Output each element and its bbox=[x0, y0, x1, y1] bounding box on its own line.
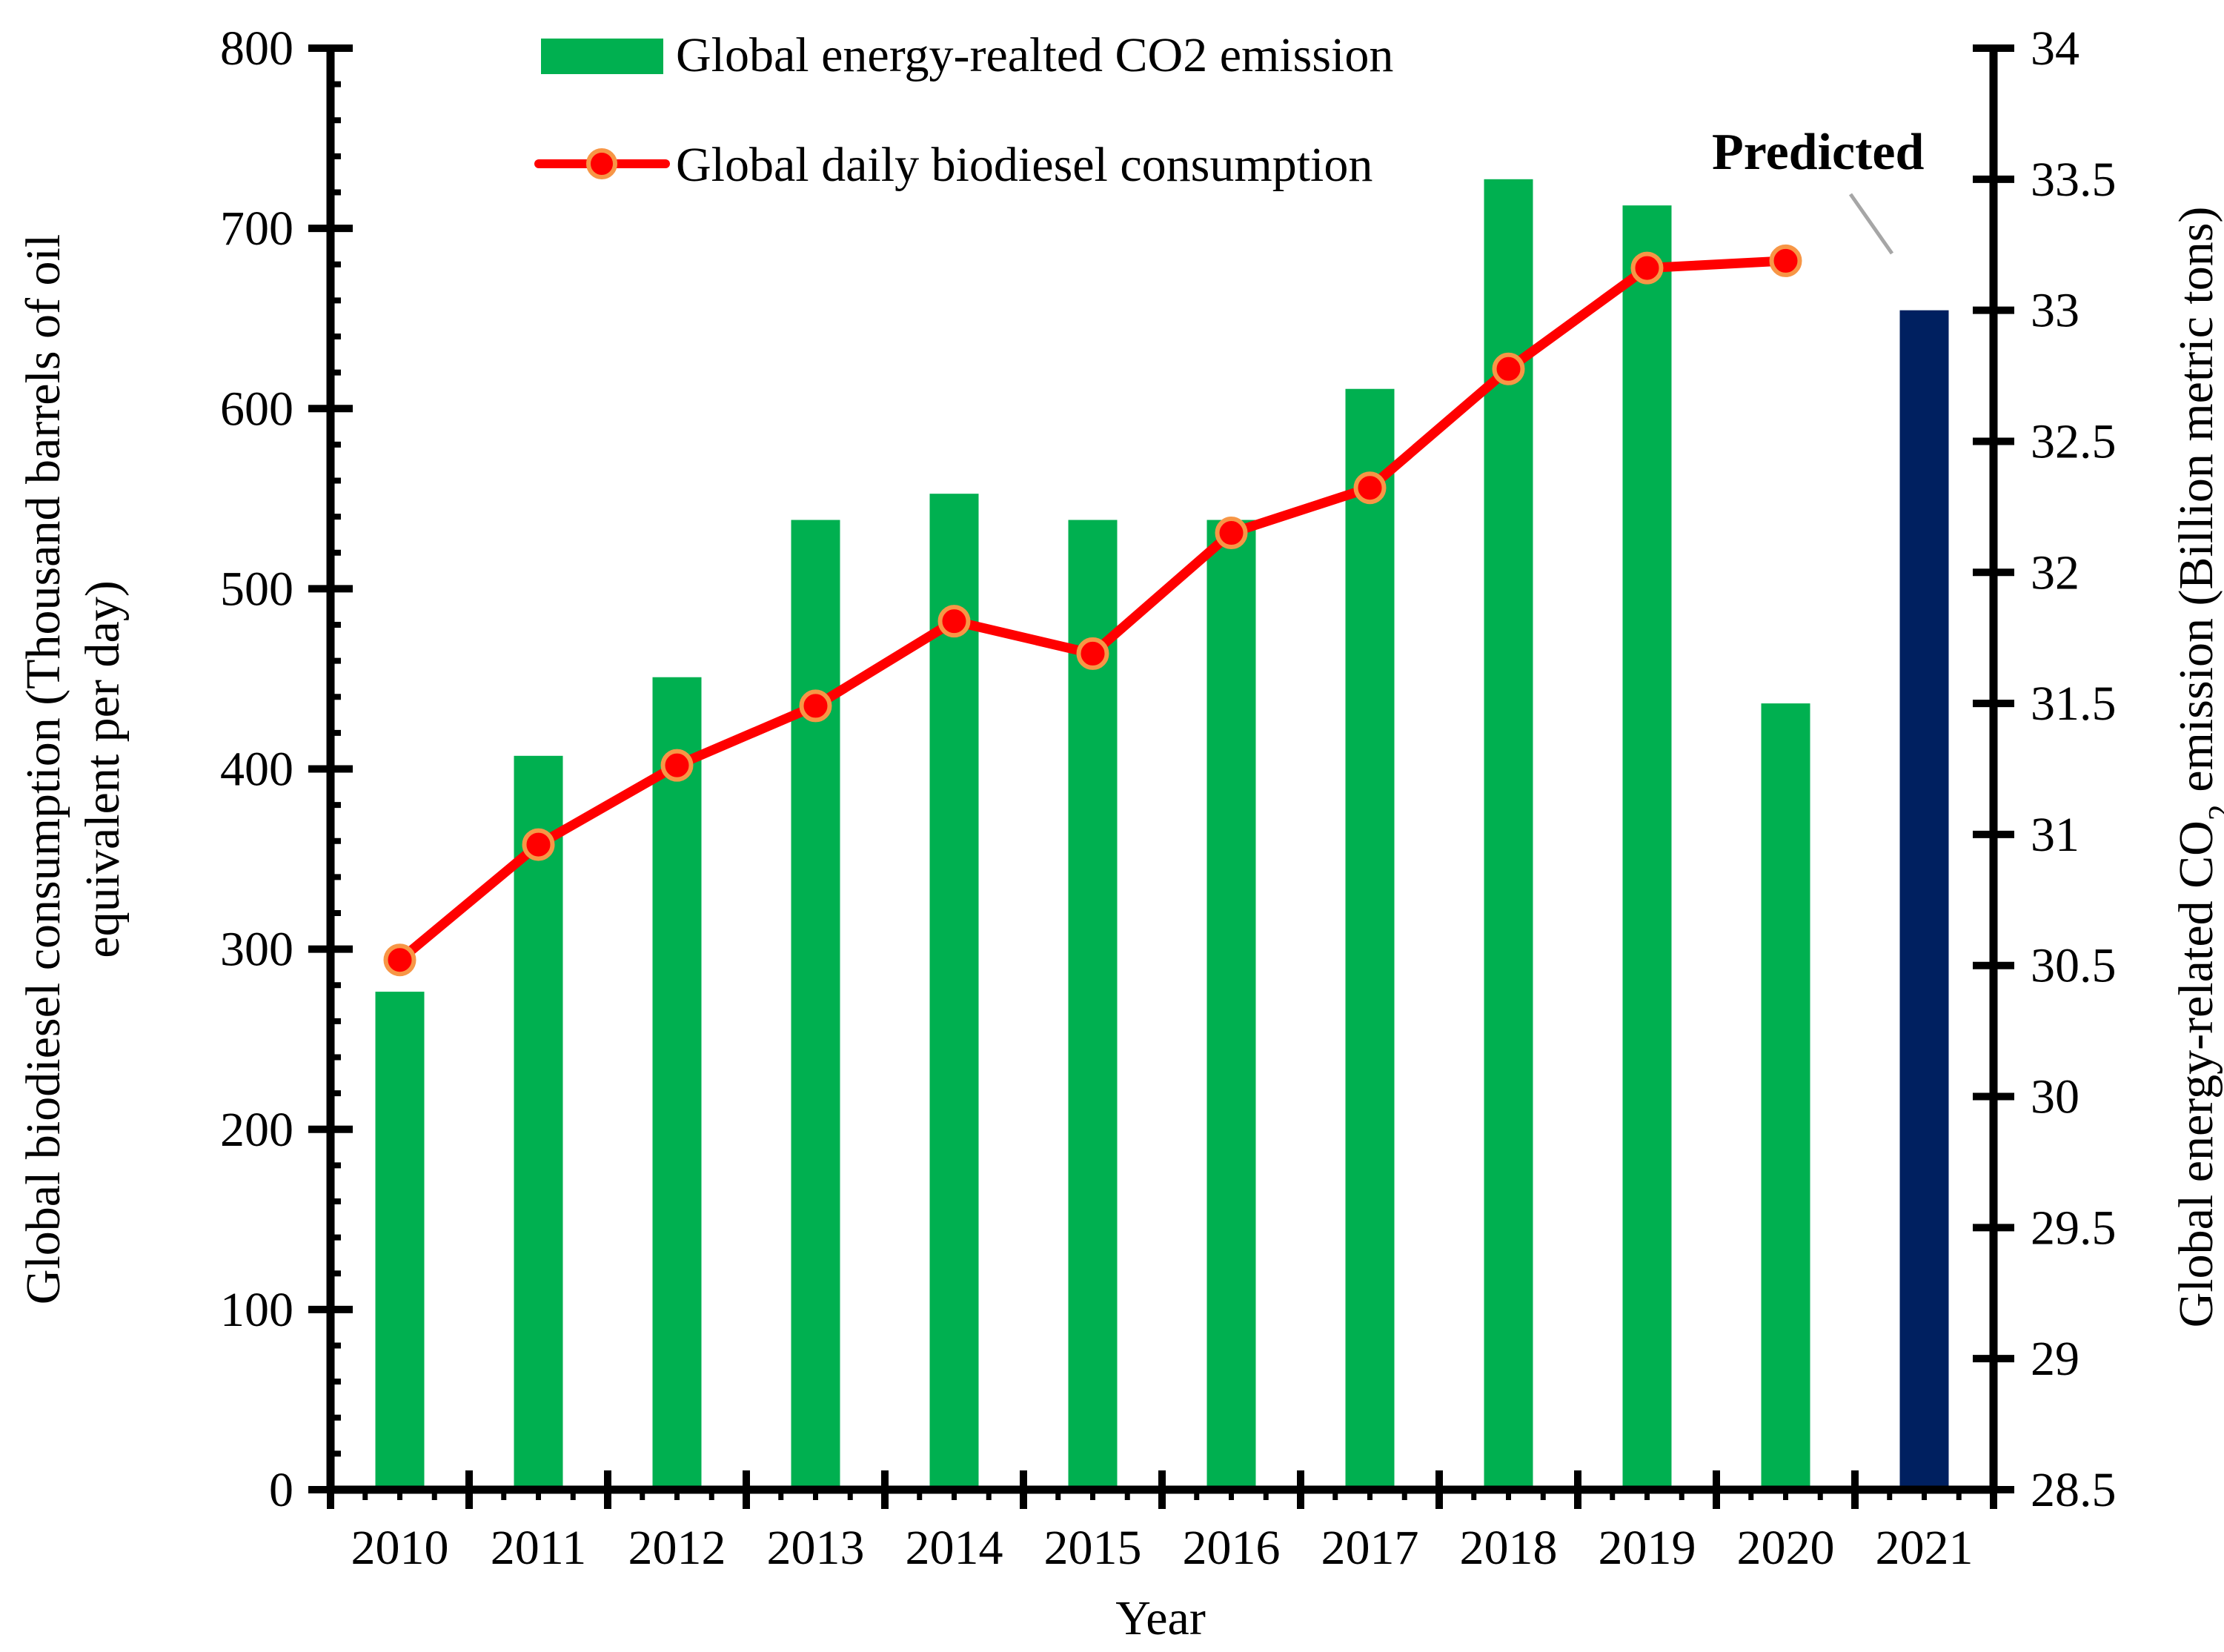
bar-2010 bbox=[375, 992, 425, 1490]
x-tick-label-2018: 2018 bbox=[1460, 1521, 1558, 1575]
right-tick-label: 34 bbox=[2031, 21, 2079, 76]
biodiesel-point-2017 bbox=[1353, 471, 1387, 505]
bar-2017 bbox=[1345, 388, 1395, 1490]
x-tick-label-2015: 2015 bbox=[1044, 1521, 1142, 1575]
bar-2019 bbox=[1622, 205, 1672, 1490]
x-tick-label-2012: 2012 bbox=[628, 1521, 726, 1575]
left-axis-title-line1: Global biodiesel consumption (Thousand b… bbox=[16, 234, 70, 1304]
x-axis-title: Year bbox=[1115, 1591, 1206, 1645]
right-tick-label: 29.5 bbox=[2031, 1201, 2117, 1255]
x-tick-label-2017: 2017 bbox=[1321, 1521, 1419, 1575]
legend: Global energy-realted CO2 emission Globa… bbox=[534, 28, 1393, 192]
left-tick-label: 700 bbox=[220, 202, 293, 256]
labels-group: 0 100 200 300 400 500 600 700 800 28.5 29 29.5 30 30.… bbox=[220, 21, 2117, 1575]
right-tick-label: 29 bbox=[2031, 1332, 2079, 1386]
left-tick-label: 0 bbox=[269, 1463, 293, 1517]
right-tick-label: 30 bbox=[2031, 1070, 2079, 1124]
left-tick-label: 100 bbox=[220, 1283, 293, 1337]
right-tick-label: 31 bbox=[2031, 808, 2079, 862]
bar-2021 bbox=[1899, 310, 1949, 1490]
biodiesel-point-2012 bbox=[660, 749, 694, 782]
right-tick-label: 31.5 bbox=[2031, 677, 2117, 731]
right-axis-title-rest: emission (Billion metric tons) bbox=[2169, 207, 2223, 805]
bar-2013 bbox=[791, 520, 840, 1490]
biodiesel-point-2014 bbox=[937, 605, 971, 638]
line-series-group bbox=[383, 244, 1802, 977]
bar-2020 bbox=[1761, 703, 1810, 1490]
left-tick-label: 800 bbox=[220, 21, 293, 76]
bar-2018 bbox=[1484, 179, 1533, 1490]
bar-2012 bbox=[652, 677, 702, 1490]
x-tick-label-2019: 2019 bbox=[1599, 1521, 1696, 1575]
left-tick-label: 300 bbox=[220, 923, 293, 977]
right-tick-label: 28.5 bbox=[2031, 1463, 2117, 1517]
right-axis-title-main: Global energy-related CO bbox=[2169, 820, 2223, 1327]
predicted-label: Predicted bbox=[1712, 124, 1924, 181]
x-tick-label-2016: 2016 bbox=[1183, 1521, 1281, 1575]
left-tick-label: 500 bbox=[220, 562, 293, 616]
x-tick-label-2014: 2014 bbox=[906, 1521, 1003, 1575]
legend-bar-label: Global energy-realted CO2 emission bbox=[676, 28, 1393, 82]
predicted-annotation: Predicted bbox=[1712, 124, 1924, 255]
right-tick-label: 33 bbox=[2031, 284, 2079, 338]
bar-2015 bbox=[1068, 520, 1118, 1490]
bar-2016 bbox=[1206, 520, 1256, 1490]
right-axis-title-subscript: 2 bbox=[2202, 804, 2224, 820]
bar-2011 bbox=[514, 755, 563, 1490]
right-tick-label: 32 bbox=[2031, 545, 2079, 600]
x-tick-label-2013: 2013 bbox=[767, 1521, 865, 1575]
right-tick-label: 32.5 bbox=[2031, 414, 2117, 468]
bar-2014 bbox=[929, 494, 979, 1490]
biodiesel-point-2011 bbox=[522, 828, 555, 861]
left-tick-label: 200 bbox=[220, 1103, 293, 1157]
biodiesel-point-2013 bbox=[799, 689, 832, 723]
x-tick-label-2020: 2020 bbox=[1737, 1521, 1835, 1575]
left-tick-label: 600 bbox=[220, 382, 293, 436]
left-tick-label: 400 bbox=[220, 743, 293, 797]
biodiesel-point-2020 bbox=[1769, 244, 1802, 277]
x-tick-label-2011: 2011 bbox=[491, 1521, 587, 1575]
biodiesel-point-2018 bbox=[1492, 352, 1525, 385]
predicted-leader-line bbox=[1848, 193, 1894, 255]
right-axis-title: Global energy-related CO2 emission (Bill… bbox=[2169, 207, 2224, 1328]
right-tick-label: 33.5 bbox=[2031, 153, 2117, 207]
x-tick-label-2010: 2010 bbox=[351, 1521, 449, 1575]
left-axis-title: Global biodiesel consumption (Thousand b… bbox=[16, 234, 70, 1304]
axes-group bbox=[308, 44, 2014, 1509]
bars-group bbox=[375, 179, 1949, 1490]
biodiesel-point-2019 bbox=[1630, 251, 1664, 285]
legend-bar-swatch bbox=[541, 39, 663, 74]
legend-line-marker bbox=[586, 148, 617, 179]
right-tick-label: 30.5 bbox=[2031, 939, 2117, 993]
x-tick-label-2021: 2021 bbox=[1876, 1521, 1974, 1575]
legend-line-label: Global daily biodiesel consumption bbox=[676, 138, 1372, 192]
left-axis-title-2: equivalent per day) bbox=[76, 580, 130, 958]
biodiesel-point-2015 bbox=[1076, 637, 1109, 670]
biodiesel-point-2010 bbox=[383, 943, 416, 977]
biodiesel-point-2016 bbox=[1215, 517, 1248, 550]
left-axis-title-line2: equivalent per day) bbox=[76, 580, 130, 958]
